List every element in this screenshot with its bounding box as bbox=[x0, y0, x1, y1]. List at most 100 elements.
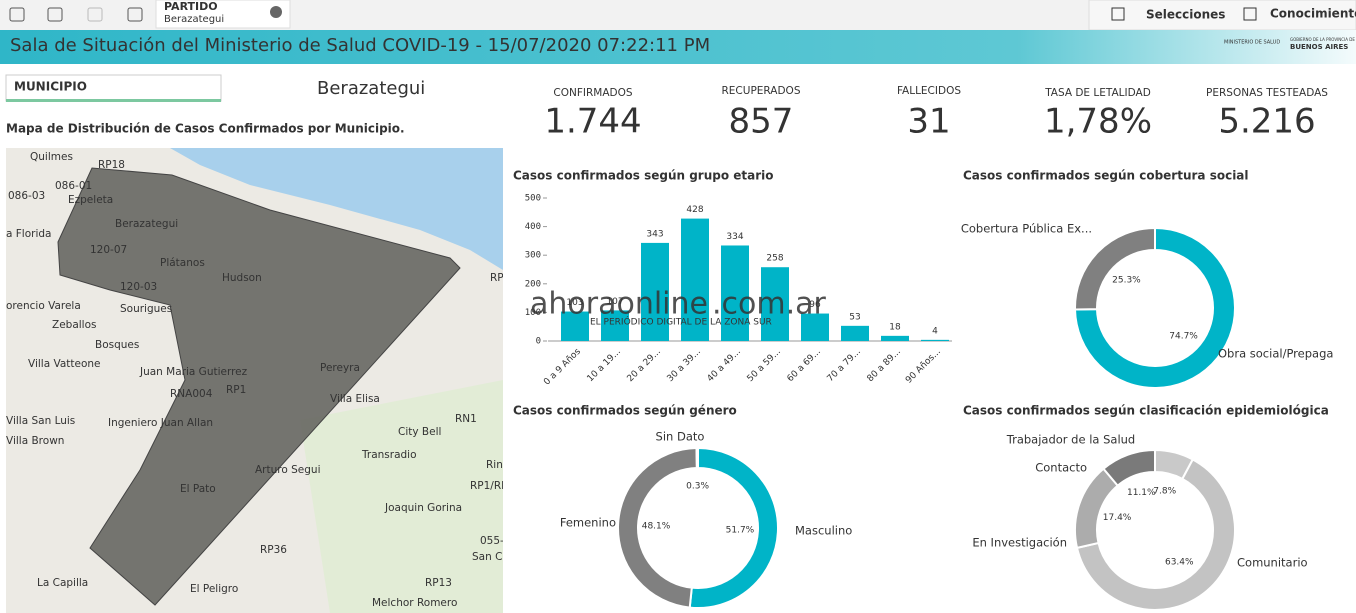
donut-category-label: Contacto bbox=[1035, 461, 1087, 475]
map-label: Villa Vatteone bbox=[28, 358, 101, 370]
donut-segment bbox=[1075, 458, 1236, 611]
bar-value-label: 258 bbox=[766, 254, 783, 264]
filter-bar bbox=[6, 99, 221, 102]
donut-segment bbox=[1074, 226, 1156, 311]
map-water bbox=[170, 148, 503, 270]
bar bbox=[601, 310, 629, 341]
y-tick-label: 500 bbox=[525, 194, 541, 204]
bar bbox=[561, 311, 589, 341]
donut-category-label: En Investigación bbox=[972, 536, 1067, 550]
chart-title: Casos confirmados según grupo etario bbox=[513, 169, 774, 183]
donut-category-label: Trabajador de la Salud bbox=[1006, 433, 1135, 447]
bar bbox=[801, 313, 829, 341]
chart-title: Casos confirmados según cobertura social bbox=[963, 169, 1249, 183]
x-tick-label: 20 a 29... bbox=[626, 347, 663, 384]
bar-value-label: 103 bbox=[566, 298, 583, 308]
map-label: 055-08 bbox=[480, 535, 517, 547]
bar-value-label: 53 bbox=[849, 312, 860, 322]
watermark-domain: .com.ar bbox=[712, 287, 827, 322]
icon-insights[interactable] bbox=[1243, 7, 1257, 21]
insights-button[interactable]: Conocimientos bbox=[1270, 7, 1356, 21]
donut-value-label: 17.4% bbox=[1103, 513, 1132, 523]
map-label: RP1 bbox=[226, 384, 246, 396]
map-label: a Florida bbox=[6, 228, 52, 240]
donut-value-label: 63.4% bbox=[1165, 557, 1194, 567]
clear-selection[interactable] bbox=[270, 6, 282, 18]
map-label: orencio Varela bbox=[6, 300, 81, 312]
map: Quilmes RP18 086-03 086-01 Ezpeleta a Florida… bbox=[6, 148, 517, 613]
x-tick-label: 10 a 19... bbox=[586, 347, 623, 384]
map-label: Ezpeleta bbox=[68, 194, 113, 206]
selection-value: Berazategui bbox=[164, 14, 224, 25]
map-label: Rin bbox=[486, 459, 503, 471]
map-label: Zeballos bbox=[52, 319, 96, 331]
municipio-area[interactable] bbox=[57, 167, 461, 606]
bar-value-label: 96 bbox=[809, 300, 821, 310]
logo-text: BUENOS AIRES bbox=[1290, 43, 1348, 51]
map-label: Berazategui bbox=[115, 218, 178, 230]
donut-category-label: Comunitario bbox=[1237, 556, 1308, 570]
map-title: Mapa de Distribución de Casos Confirmado… bbox=[6, 122, 405, 136]
kpi-label: PERSONAS TESTEADAS bbox=[1206, 87, 1328, 99]
map-green bbox=[300, 380, 503, 613]
donut-segment bbox=[695, 446, 699, 470]
selections-button[interactable]: Selecciones bbox=[1146, 8, 1225, 22]
map-label: Villa Elisa bbox=[330, 393, 380, 405]
map-label: San C bbox=[472, 551, 502, 563]
donut-category-label: Sin Dato bbox=[656, 430, 705, 444]
map-label: Melchor Romero bbox=[372, 597, 457, 609]
bar bbox=[681, 218, 709, 341]
map-label: RNA004 bbox=[170, 388, 213, 400]
bar-value-label: 334 bbox=[726, 232, 743, 242]
icon-clear[interactable] bbox=[127, 7, 143, 22]
map-label: Pereyra bbox=[320, 362, 360, 374]
bar bbox=[641, 242, 669, 341]
icon-search[interactable] bbox=[9, 7, 25, 22]
map-label: Sourigues bbox=[120, 303, 172, 315]
map-label: RN1 bbox=[455, 413, 477, 425]
icon-back[interactable] bbox=[47, 7, 63, 22]
donut-value-label: 25.3% bbox=[1112, 275, 1141, 285]
y-tick-label: 0 bbox=[536, 337, 541, 347]
map-label: RP36 bbox=[260, 544, 287, 556]
bar-value-label: 4 bbox=[932, 326, 938, 336]
map-label: RP1/RP bbox=[470, 480, 507, 492]
map-label: Villa Brown bbox=[6, 435, 64, 447]
bar-value-label: 343 bbox=[646, 229, 663, 239]
kpi-value: 1.744 bbox=[544, 102, 641, 142]
kpi-label: TASA DE LETALIDAD bbox=[1044, 87, 1151, 99]
map-label: Transradio bbox=[361, 449, 417, 461]
chart-title: Casos confirmados según clasificación ep… bbox=[963, 404, 1329, 418]
x-tick-label: 40 a 49... bbox=[706, 347, 743, 384]
map-label: Villa San Luis bbox=[6, 415, 75, 427]
watermark-tagline: EL PERIÓDICO DIGITAL DE LA ZONA SUR bbox=[590, 316, 772, 328]
bar bbox=[881, 335, 909, 341]
bar bbox=[841, 325, 869, 341]
map-label: 086-01 bbox=[55, 180, 92, 192]
bar-value-label: 428 bbox=[686, 205, 703, 215]
kpi-label: RECUPERADOS bbox=[722, 85, 801, 97]
icon-selections[interactable] bbox=[1111, 7, 1125, 21]
x-tick-label: 0 a 9 Años bbox=[542, 347, 583, 388]
donut-value-label: 7.8% bbox=[1153, 487, 1176, 497]
icon-forward[interactable] bbox=[87, 7, 103, 22]
selection-chip[interactable] bbox=[155, 0, 291, 29]
map-label: El Peligro bbox=[190, 583, 238, 595]
kpi-label: CONFIRMADOS bbox=[553, 87, 632, 99]
donut-category-label: Femenino bbox=[560, 516, 616, 530]
selection-field: PARTIDO bbox=[164, 0, 218, 13]
logo-text: MINISTERIO DE SALUD bbox=[1224, 40, 1280, 46]
filter-box[interactable] bbox=[5, 74, 222, 102]
donut-category-label: Masculino bbox=[795, 524, 852, 538]
map-label: Quilmes bbox=[30, 151, 73, 163]
map-label: Joaquin Gorina bbox=[384, 502, 462, 514]
map-label: 086-03 bbox=[8, 190, 45, 202]
donut-segment bbox=[1102, 448, 1156, 488]
x-tick-label: 80 a 89... bbox=[866, 347, 903, 384]
map-label: RP13 bbox=[425, 577, 452, 589]
map-label: Plátanos bbox=[160, 257, 205, 269]
bar-value-label: 107 bbox=[606, 297, 623, 307]
donut-value-label: 11.1% bbox=[1127, 488, 1156, 498]
bar-value-label: 18 bbox=[889, 322, 901, 332]
